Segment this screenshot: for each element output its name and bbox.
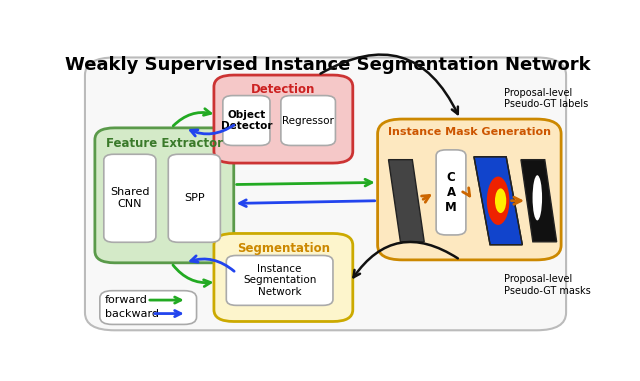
FancyBboxPatch shape xyxy=(227,256,333,305)
Ellipse shape xyxy=(495,189,506,213)
Text: Instance Mask Generation: Instance Mask Generation xyxy=(388,127,551,137)
Text: Feature Extractor: Feature Extractor xyxy=(106,138,223,150)
Polygon shape xyxy=(474,157,522,245)
Text: C
A
M: C A M xyxy=(445,171,457,214)
Text: Proposal-level
Pseudo-GT labels: Proposal-level Pseudo-GT labels xyxy=(504,88,588,109)
FancyBboxPatch shape xyxy=(95,128,234,263)
FancyBboxPatch shape xyxy=(100,291,196,325)
FancyBboxPatch shape xyxy=(378,119,561,260)
Text: Proposal-level
Pseudo-GT masks: Proposal-level Pseudo-GT masks xyxy=(504,274,591,296)
FancyBboxPatch shape xyxy=(223,96,270,146)
Text: Instance
Segmentation
Network: Instance Segmentation Network xyxy=(243,264,316,297)
Text: Shared
CNN: Shared CNN xyxy=(110,187,150,209)
Text: forward: forward xyxy=(105,295,148,305)
Text: SPP: SPP xyxy=(184,193,205,203)
FancyBboxPatch shape xyxy=(104,154,156,242)
Text: Weakly Supervised Instance Segmentation Network: Weakly Supervised Instance Segmentation … xyxy=(65,56,591,74)
Text: Object
Detector: Object Detector xyxy=(221,110,272,131)
Text: Regressor: Regressor xyxy=(282,115,334,125)
FancyBboxPatch shape xyxy=(214,75,353,163)
Text: Segmentation: Segmentation xyxy=(237,242,330,255)
FancyBboxPatch shape xyxy=(281,96,335,146)
FancyBboxPatch shape xyxy=(168,154,220,242)
FancyBboxPatch shape xyxy=(85,58,566,330)
Text: Detection: Detection xyxy=(251,83,316,96)
Polygon shape xyxy=(521,160,557,242)
Polygon shape xyxy=(388,160,424,242)
Ellipse shape xyxy=(532,175,542,220)
FancyBboxPatch shape xyxy=(436,150,466,235)
FancyBboxPatch shape xyxy=(214,234,353,322)
Text: backward: backward xyxy=(105,309,159,319)
Ellipse shape xyxy=(487,176,509,225)
